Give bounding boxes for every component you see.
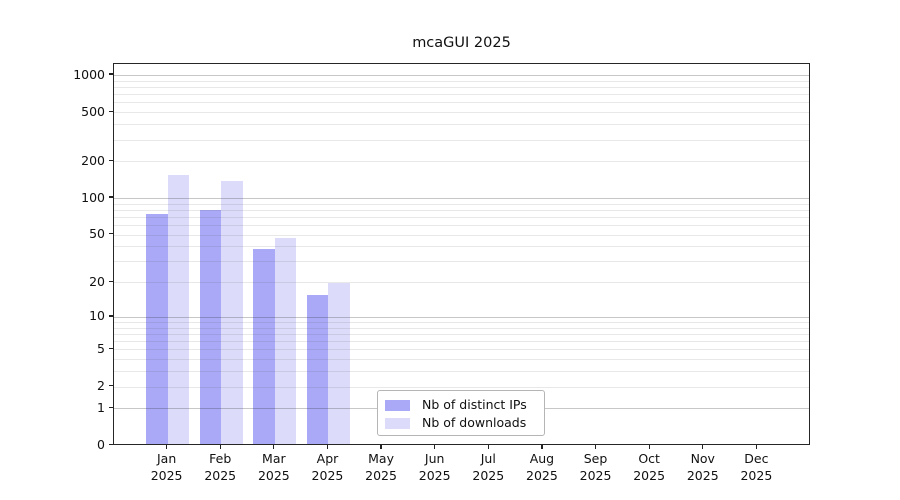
x-tick-label: Apr 2025 <box>311 451 344 483</box>
x-tick <box>166 444 168 449</box>
bar-downloads-apr <box>328 283 350 444</box>
y-tick <box>109 280 113 282</box>
gridline-minor <box>114 322 809 324</box>
y-tick <box>109 406 113 408</box>
gridline-minor <box>114 349 809 351</box>
gridline-minor <box>114 282 809 284</box>
x-tick-label: Jul 2025 <box>472 451 505 483</box>
bar-distinct-ips-apr <box>307 295 329 444</box>
x-tick <box>648 444 650 449</box>
x-tick-label: Feb 2025 <box>204 451 237 483</box>
x-tick-label: Dec 2025 <box>740 451 773 483</box>
bar-downloads-mar <box>274 237 297 444</box>
y-tick-label: 500 <box>81 103 105 119</box>
y-tick-label: 1000 <box>73 66 105 82</box>
gridline-minor <box>114 225 809 227</box>
x-tick-label: Jun 2025 <box>418 451 451 483</box>
x-tick-label: May 2025 <box>365 451 397 483</box>
legend: Nb of distinct IPs Nb of downloads <box>377 390 545 436</box>
gridline-minor <box>114 327 809 329</box>
x-tick <box>380 444 382 449</box>
chart-title: mcaGUI 2025 <box>412 35 511 51</box>
gridline-minor <box>114 80 809 82</box>
gridline-minor <box>114 386 809 388</box>
legend-item-downloads: Nb of downloads <box>378 414 544 432</box>
gridline-minor <box>114 102 809 104</box>
x-tick <box>326 444 329 449</box>
x-tick-label: Sep 2025 <box>579 451 612 483</box>
y-tick-label: 50 <box>89 226 105 242</box>
y-tick-label: 1 <box>97 399 105 415</box>
legend-label-downloads: Nb of downloads <box>422 415 527 430</box>
gridline-minor <box>114 261 809 263</box>
gridline-minor <box>114 209 809 211</box>
legend-label-distinct-ips: Nb of distinct IPs <box>422 397 527 412</box>
x-tick-label: Nov 2025 <box>686 451 719 483</box>
gridline-minor <box>114 139 809 141</box>
gridline-minor <box>114 87 809 89</box>
x-tick <box>702 444 704 449</box>
bar-distinct-ips-jan <box>146 213 168 444</box>
x-tick <box>219 444 221 449</box>
y-tick <box>109 73 113 75</box>
gridline-minor <box>114 112 809 114</box>
gridline-minor <box>114 334 809 335</box>
bar-distinct-ips-feb <box>199 209 222 444</box>
x-tick-label: Aug 2025 <box>526 451 558 483</box>
x-tick <box>541 444 543 449</box>
gridline-major <box>114 75 809 77</box>
y-tick-label: 100 <box>81 189 105 205</box>
y-tick-label: 10 <box>89 308 105 324</box>
gridline-minor <box>114 341 809 343</box>
gridline-minor <box>114 246 809 248</box>
x-tick <box>755 444 757 449</box>
plot-area <box>113 63 810 445</box>
y-tick-label: 5 <box>97 340 105 356</box>
gridline-major <box>114 316 809 318</box>
legend-item-distinct-ips: Nb of distinct IPs <box>378 396 544 414</box>
x-tick-label: Oct 2025 <box>633 451 666 483</box>
y-tick <box>109 233 113 235</box>
gridline-minor <box>114 161 809 163</box>
legend-swatch-downloads <box>385 417 410 429</box>
y-tick <box>109 110 113 112</box>
x-tick <box>487 444 489 449</box>
bar-downloads-feb <box>221 181 243 444</box>
y-tick <box>109 443 113 446</box>
y-tick-label: 0 <box>97 437 105 452</box>
gridline-minor <box>114 359 809 361</box>
y-tick-label: 2 <box>97 378 105 394</box>
y-tick <box>109 315 113 317</box>
y-tick-label: 200 <box>81 152 105 168</box>
gridline-major <box>114 198 809 200</box>
y-tick <box>109 347 113 350</box>
gridline-minor <box>114 94 809 96</box>
y-tick <box>109 159 113 161</box>
x-tick <box>273 444 275 449</box>
legend-swatch-distinct-ips <box>385 399 410 411</box>
gridline-minor <box>114 216 809 218</box>
gridline-minor <box>114 203 809 205</box>
y-tick <box>109 384 113 387</box>
x-tick <box>434 444 436 449</box>
gridline-minor <box>114 371 809 373</box>
gridline-minor <box>114 124 809 126</box>
y-tick-label: 20 <box>89 273 105 289</box>
x-tick-label: Mar 2025 <box>257 451 290 483</box>
gridline-minor <box>114 234 809 236</box>
bar-downloads-jan <box>167 175 190 444</box>
x-tick <box>594 444 597 449</box>
y-tick <box>109 196 113 198</box>
x-tick-label: Jan 2025 <box>150 451 183 483</box>
bar-distinct-ips-mar <box>253 248 275 444</box>
